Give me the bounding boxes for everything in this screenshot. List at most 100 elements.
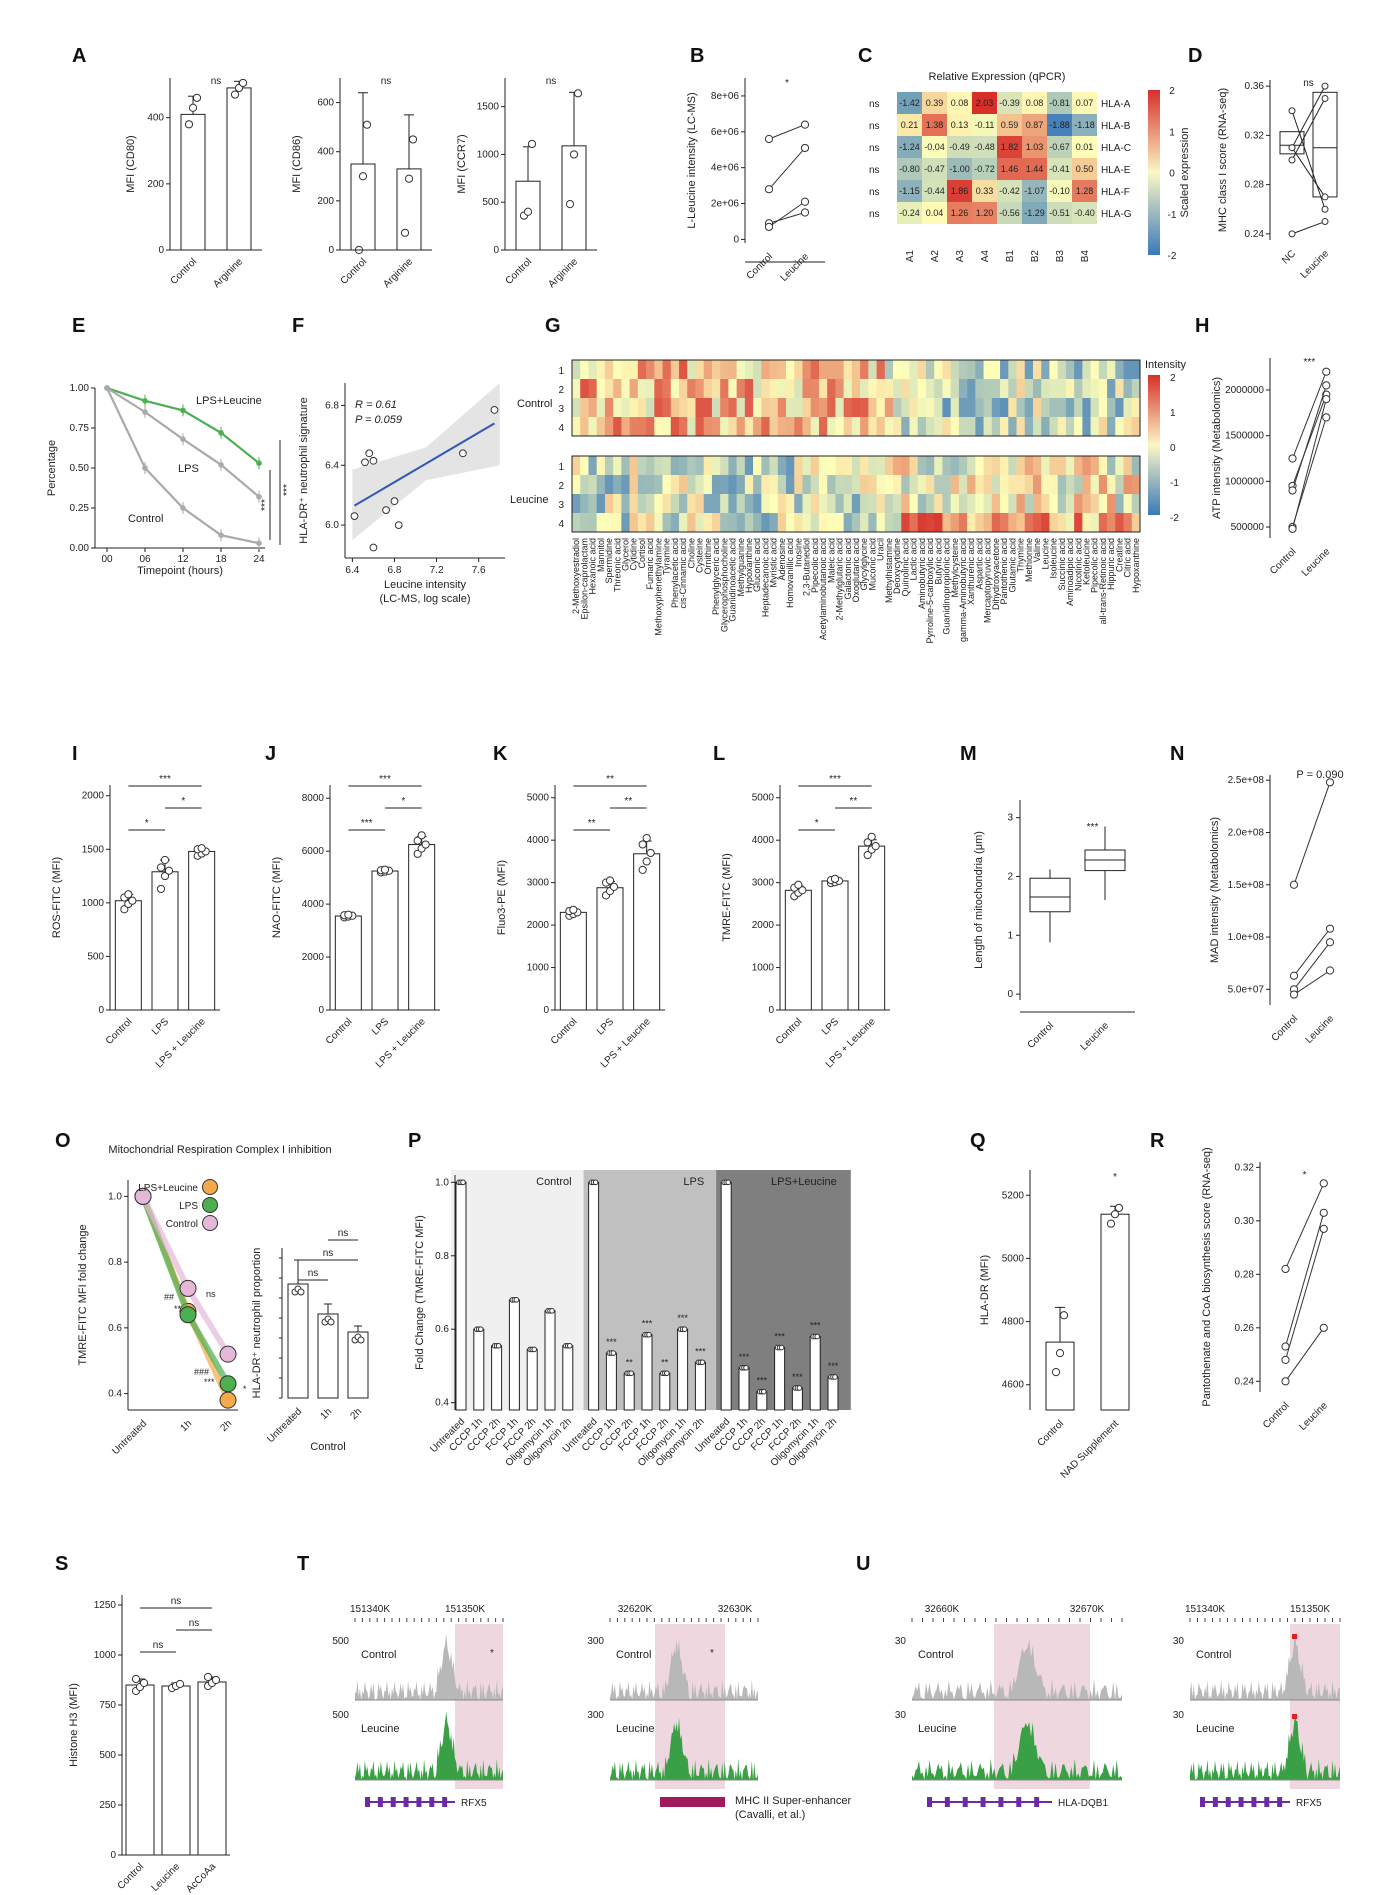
- heatmap-cell-value: 0.59: [1001, 120, 1019, 130]
- y-tick-label: 0: [768, 1005, 774, 1016]
- y-tick-label: 250: [99, 1800, 116, 1811]
- heatmap-cell: [588, 360, 597, 379]
- heatmap-cell: [860, 398, 869, 417]
- heatmap-cell: [991, 360, 1001, 379]
- legend-label: LPS+Leucine: [138, 1183, 198, 1194]
- heatmap-cell: [728, 398, 737, 417]
- heatmap-cell: [934, 398, 943, 417]
- metabolite-label: Fumaric acid: [645, 538, 655, 590]
- heatmap-cell: [925, 417, 935, 436]
- heatmap-cell: [868, 379, 877, 398]
- significance-label: ***: [828, 1361, 839, 1371]
- y-tick-label: 2000: [302, 952, 325, 963]
- heatmap-cell: [1047, 180, 1072, 202]
- data-point: [764, 134, 774, 144]
- heatmap-cell: [736, 494, 746, 513]
- heatmap-cell: [991, 494, 1001, 513]
- heatmap-cell: [925, 456, 935, 475]
- heatmap-col-label: B2: [1030, 250, 1041, 263]
- heatmap-row-label: HLA-C: [1101, 143, 1131, 154]
- heatmap-cell: [1016, 475, 1026, 494]
- y-axis-label: MFI (CD86): [291, 135, 303, 192]
- heatmap-cell: [761, 494, 770, 513]
- y-axis-label: TMRE-FITC MFI fold change: [77, 1224, 89, 1365]
- y-tick-label: 0.4: [108, 1389, 122, 1400]
- bar: [473, 1328, 485, 1411]
- y-tick-label: 2e+06: [711, 199, 740, 210]
- x-tick-label: 6.4: [345, 565, 359, 576]
- heatmap-row-label: 4: [558, 423, 564, 434]
- metabolite-label: Homovanillic acid: [785, 538, 795, 608]
- heatmap-cell: [934, 494, 943, 513]
- heatmap-cell: [1000, 494, 1009, 513]
- heatmap-cell: [950, 475, 960, 494]
- heatmap-cell: [711, 494, 721, 513]
- x-tick-label: Control: [745, 251, 776, 282]
- heatmap-cell: [777, 456, 787, 475]
- data-point: [1322, 413, 1331, 422]
- y-tick-label: 4e+06: [711, 163, 740, 174]
- heatmap-cell: [876, 398, 886, 417]
- bar: [596, 887, 624, 1011]
- heatmap-cell: [1098, 513, 1108, 532]
- y-tick-label: 0.24: [1235, 1376, 1255, 1387]
- heatmap-cell-value: 0.04: [926, 208, 944, 218]
- heatmap-cell: [975, 513, 984, 532]
- metabolite-label: Hexanoic acid: [588, 538, 598, 595]
- heatmap-cell: [1123, 513, 1133, 532]
- heatmap-cell: [629, 513, 639, 532]
- heatmap-cell: [868, 513, 877, 532]
- heatmap-legend-bar: [1148, 375, 1160, 515]
- panel-label-A: A: [72, 45, 86, 67]
- series-point: [219, 1391, 237, 1409]
- data-point: [413, 836, 422, 845]
- metabolite-label: Aminobutyric acid: [917, 538, 927, 609]
- heatmap-cell: [711, 417, 721, 436]
- heatmap-cell: [909, 360, 919, 379]
- x-tick-label: 18: [215, 554, 227, 565]
- heatmap-cell: [646, 417, 655, 436]
- heatmap-cell: [876, 475, 886, 494]
- y-tick-label: 500: [87, 951, 104, 962]
- y-tick-label: 200: [147, 179, 164, 190]
- bar: [559, 911, 587, 1011]
- heatmap-cell: [744, 398, 754, 417]
- heatmap-cell: [753, 475, 762, 494]
- heatmap-cell-value: -0.51: [1049, 208, 1070, 218]
- heatmap-cell: [1016, 379, 1026, 398]
- genome-track-U1: 32660K 32670K 30 Control 30 Leucine HLA-DQB1: [895, 1604, 1123, 1809]
- exon: [442, 1797, 448, 1807]
- pair-line: [1285, 1212, 1325, 1347]
- heatmap-cell: [975, 475, 984, 494]
- heatmap-cell: [769, 513, 779, 532]
- data-point: [238, 78, 248, 88]
- gene-label: RFX5: [461, 1798, 487, 1809]
- heatmap-cell: [695, 513, 705, 532]
- heatmap-col-label: A3: [955, 250, 966, 263]
- heatmap-cell: [786, 398, 795, 417]
- pair-line: [1292, 394, 1327, 487]
- heatmap-cell: [777, 360, 787, 379]
- heatmap-cell: [604, 513, 614, 532]
- y-axis-label: HLA-DR⁺ neutrophil signature: [298, 397, 310, 543]
- heatmap-cell: [942, 379, 951, 398]
- heatmap-cell: [827, 398, 836, 417]
- heatmap-cell: [972, 202, 997, 224]
- heatmap-cell: [810, 494, 820, 513]
- heatmap-cell: [572, 513, 581, 532]
- track-scale: 30: [1173, 1710, 1185, 1721]
- data-point: [203, 1672, 213, 1682]
- data-point: [131, 1674, 141, 1684]
- metabolite-label: Oxoglutaric acid: [851, 538, 861, 603]
- significance-label: ***: [260, 499, 271, 511]
- heatmap-cell: [991, 417, 1001, 436]
- series-point: [219, 1375, 237, 1393]
- x-tick-label: NAD Supplement: [1059, 1418, 1122, 1481]
- heatmap-cell: [695, 456, 705, 475]
- track-condition: Leucine: [1196, 1723, 1235, 1735]
- heatmap-cell: [572, 456, 581, 475]
- heatmap-cell: [613, 417, 622, 436]
- pair-line: [1292, 371, 1327, 459]
- heatmap-cell: [588, 456, 597, 475]
- bar: [858, 845, 886, 1011]
